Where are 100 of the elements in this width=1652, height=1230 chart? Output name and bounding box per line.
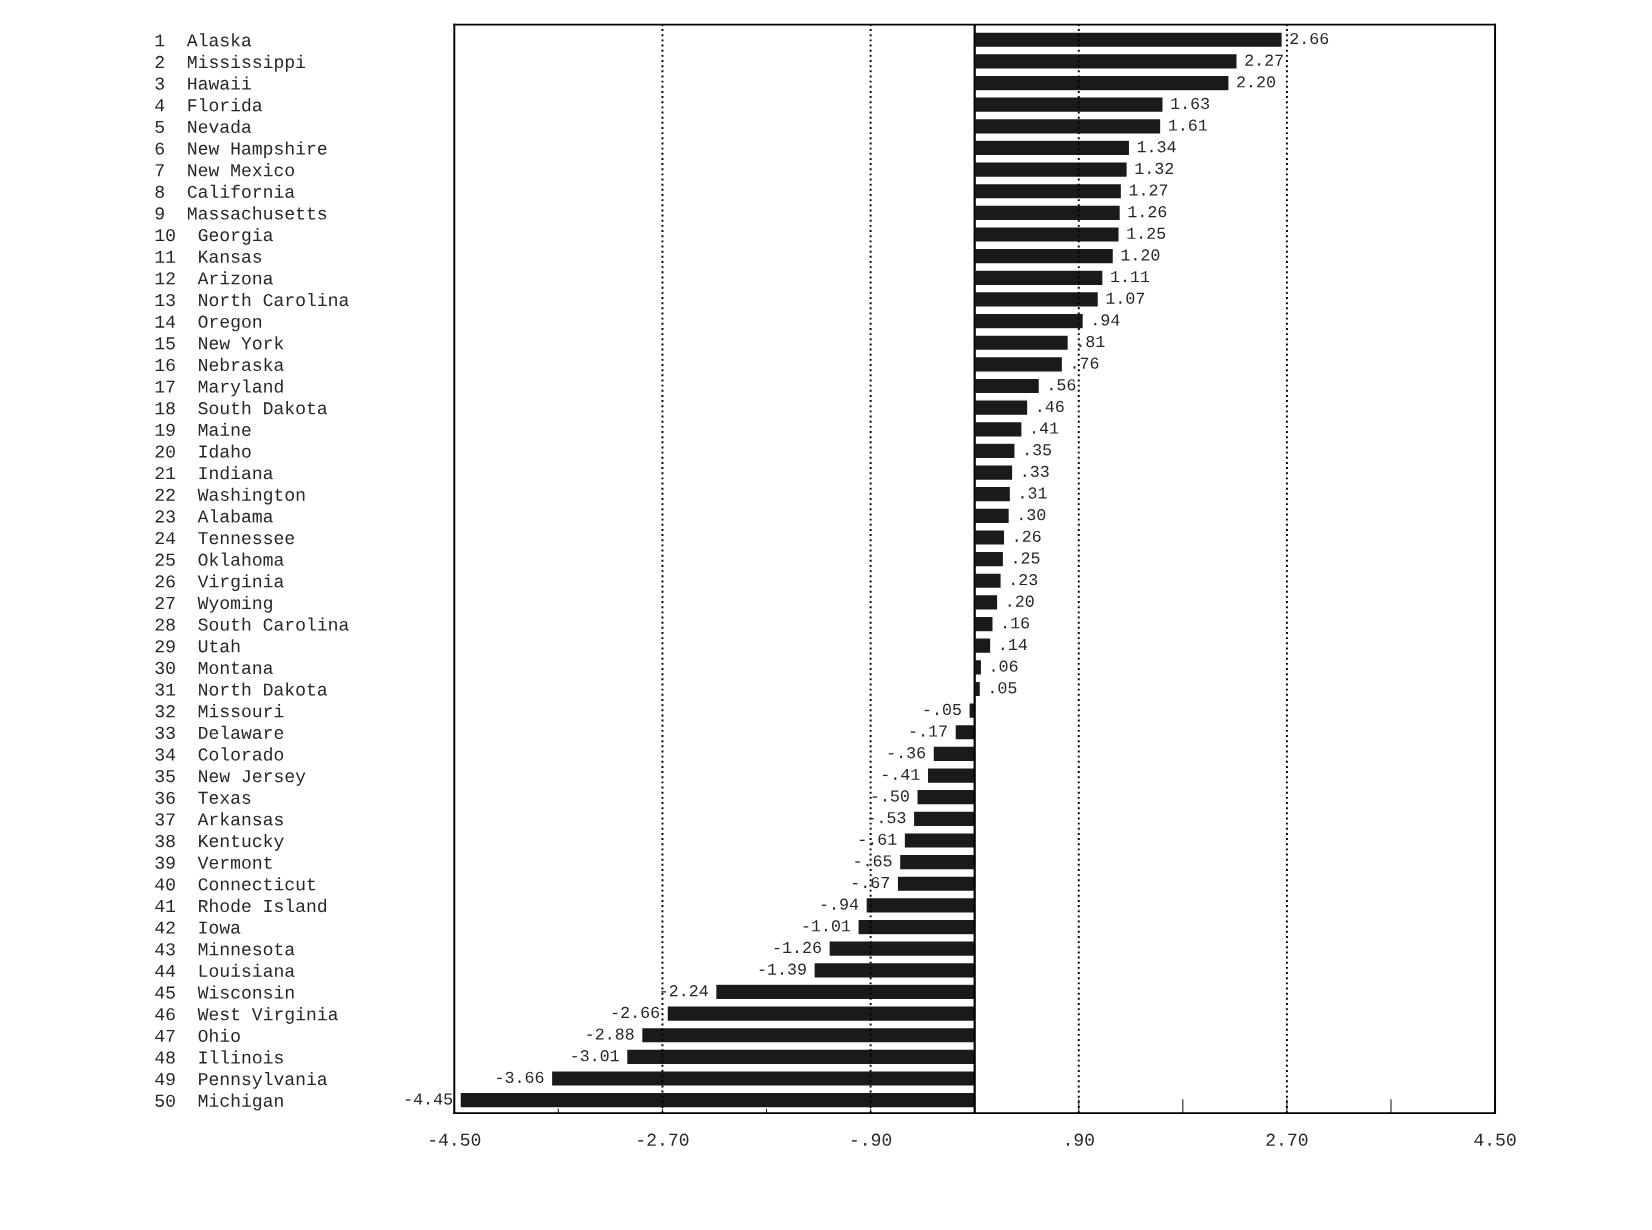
data-label: .76 — [1073, 357, 1099, 369]
y-tick-label: 21 Indiana — [155, 466, 273, 480]
y-tick-label: 49 Pennsylvania — [155, 1071, 328, 1089]
data-label: .05 — [991, 682, 1017, 694]
bar — [973, 550, 1005, 568]
bar — [916, 788, 976, 806]
data-label: -.53 — [869, 811, 906, 824]
y-tick-label: 27 Wyoming — [155, 595, 272, 613]
y-tick-label: 41 Rhode Island — [155, 898, 327, 913]
data-label: -1.26 — [774, 941, 821, 954]
y-tick-label: 30 Montana — [155, 661, 273, 675]
y-tick-label: 35 New Jersey — [155, 770, 306, 786]
data-label: .81 — [1079, 335, 1105, 348]
y-tick-label: 10 Georgia — [155, 227, 273, 245]
x-tick-label: 2.70 — [1266, 1133, 1308, 1146]
bar — [666, 1005, 976, 1023]
bar — [973, 529, 1006, 546]
bar — [828, 940, 976, 958]
y-tick-label: 20 Idaho — [155, 444, 251, 458]
data-label: 1.34 — [1137, 141, 1176, 153]
x-tick-label: -4.50 — [430, 1133, 481, 1146]
y-tick-label: 29 Utah — [155, 639, 240, 653]
bar — [973, 226, 1120, 244]
y-tick-label: 40 Connecticut — [155, 877, 315, 891]
data-label: -3.01 — [572, 1050, 619, 1062]
data-label: .26 — [1015, 530, 1041, 542]
y-tick-label: 15 New York — [155, 336, 284, 350]
bar — [973, 637, 992, 655]
bar — [865, 896, 976, 914]
y-tick-label: 44 Louisiana — [155, 963, 295, 978]
y-tick-label: 46 West Virginia — [155, 1007, 338, 1024]
y-tick-label: 19 Maine — [155, 422, 251, 437]
bar — [714, 983, 976, 1001]
data-label: -1.01 — [803, 920, 851, 932]
data-label: 1.32 — [1135, 162, 1174, 175]
y-tick-label: 22 Washington — [155, 487, 305, 505]
bar — [973, 74, 1230, 92]
data-label: .25 — [1014, 552, 1040, 564]
y-tick-label: 4 Florida — [155, 98, 263, 112]
data-label: -.50 — [872, 790, 909, 802]
data-label: .20 — [1008, 595, 1034, 607]
data-label: -.65 — [855, 855, 892, 867]
data-label: -3.66 — [497, 1071, 544, 1083]
data-label: 1.27 — [1129, 184, 1168, 196]
data-label: -2.66 — [612, 1006, 660, 1019]
bar — [903, 831, 976, 849]
bar — [973, 161, 1129, 179]
bar — [550, 1070, 976, 1088]
data-label: -.61 — [859, 833, 897, 845]
bar — [973, 269, 1104, 287]
y-tick-label: 3 Hawaii — [155, 76, 251, 90]
data-label: 1.11 — [1111, 271, 1150, 283]
x-tick-label: -.90 — [851, 1133, 892, 1146]
data-label: .30 — [1020, 509, 1046, 521]
x-tick-label: 4.50 — [1474, 1133, 1516, 1146]
y-tick-label: 34 Colorado — [155, 747, 284, 761]
data-label: -.67 — [852, 876, 889, 889]
bar — [973, 615, 994, 633]
data-label: 1.07 — [1106, 292, 1145, 304]
bar — [973, 31, 1283, 49]
bar — [973, 420, 1023, 438]
y-tick-label: 37 Arkansas — [155, 812, 283, 826]
data-label: .41 — [1033, 422, 1059, 434]
data-label: -.41 — [883, 768, 920, 780]
data-label: .31 — [1021, 487, 1047, 499]
data-label: .14 — [1001, 639, 1027, 651]
data-label: .23 — [1012, 573, 1038, 586]
data-label: 1.63 — [1171, 97, 1210, 110]
y-tick-label: 31 North Dakota — [155, 682, 328, 696]
bar — [973, 442, 1016, 460]
data-label: 1.26 — [1128, 206, 1167, 218]
data-label: .56 — [1050, 379, 1076, 391]
y-tick-label: 8 California — [155, 184, 295, 198]
data-label: 1.20 — [1121, 249, 1160, 261]
data-label: 2.27 — [1245, 54, 1283, 66]
data-label: 1.25 — [1127, 227, 1166, 239]
bar — [898, 853, 976, 871]
y-tick-label: 26 Virginia — [155, 574, 284, 592]
bar — [973, 485, 1012, 503]
data-label: 1.61 — [1169, 119, 1207, 131]
y-tick-label: 39 Vermont — [155, 856, 272, 869]
y-tick-label: 50 Michigan — [155, 1093, 283, 1111]
y-tick-label: 28 South Carolina — [155, 617, 349, 631]
y-tick-label: 48 Illinois — [155, 1050, 283, 1064]
bar — [954, 723, 976, 741]
y-tick-label: 11 Kansas — [155, 250, 262, 263]
bar — [813, 961, 976, 979]
bar — [973, 139, 1131, 157]
y-tick-label: 12 Arizona — [155, 271, 273, 285]
bar — [896, 875, 976, 893]
y-tick-label: 47 Ohio — [155, 1028, 240, 1042]
y-tick-label: 43 Minnesota — [155, 942, 295, 956]
bar — [926, 767, 976, 785]
bar — [857, 918, 976, 936]
bar — [973, 507, 1011, 525]
y-tick-label: 17 Maryland — [155, 379, 283, 397]
y-tick-label: 33 Delaware — [155, 725, 284, 739]
bar — [973, 117, 1162, 135]
y-tick-label: 7 New Mexico — [155, 163, 294, 177]
bar — [973, 593, 999, 611]
